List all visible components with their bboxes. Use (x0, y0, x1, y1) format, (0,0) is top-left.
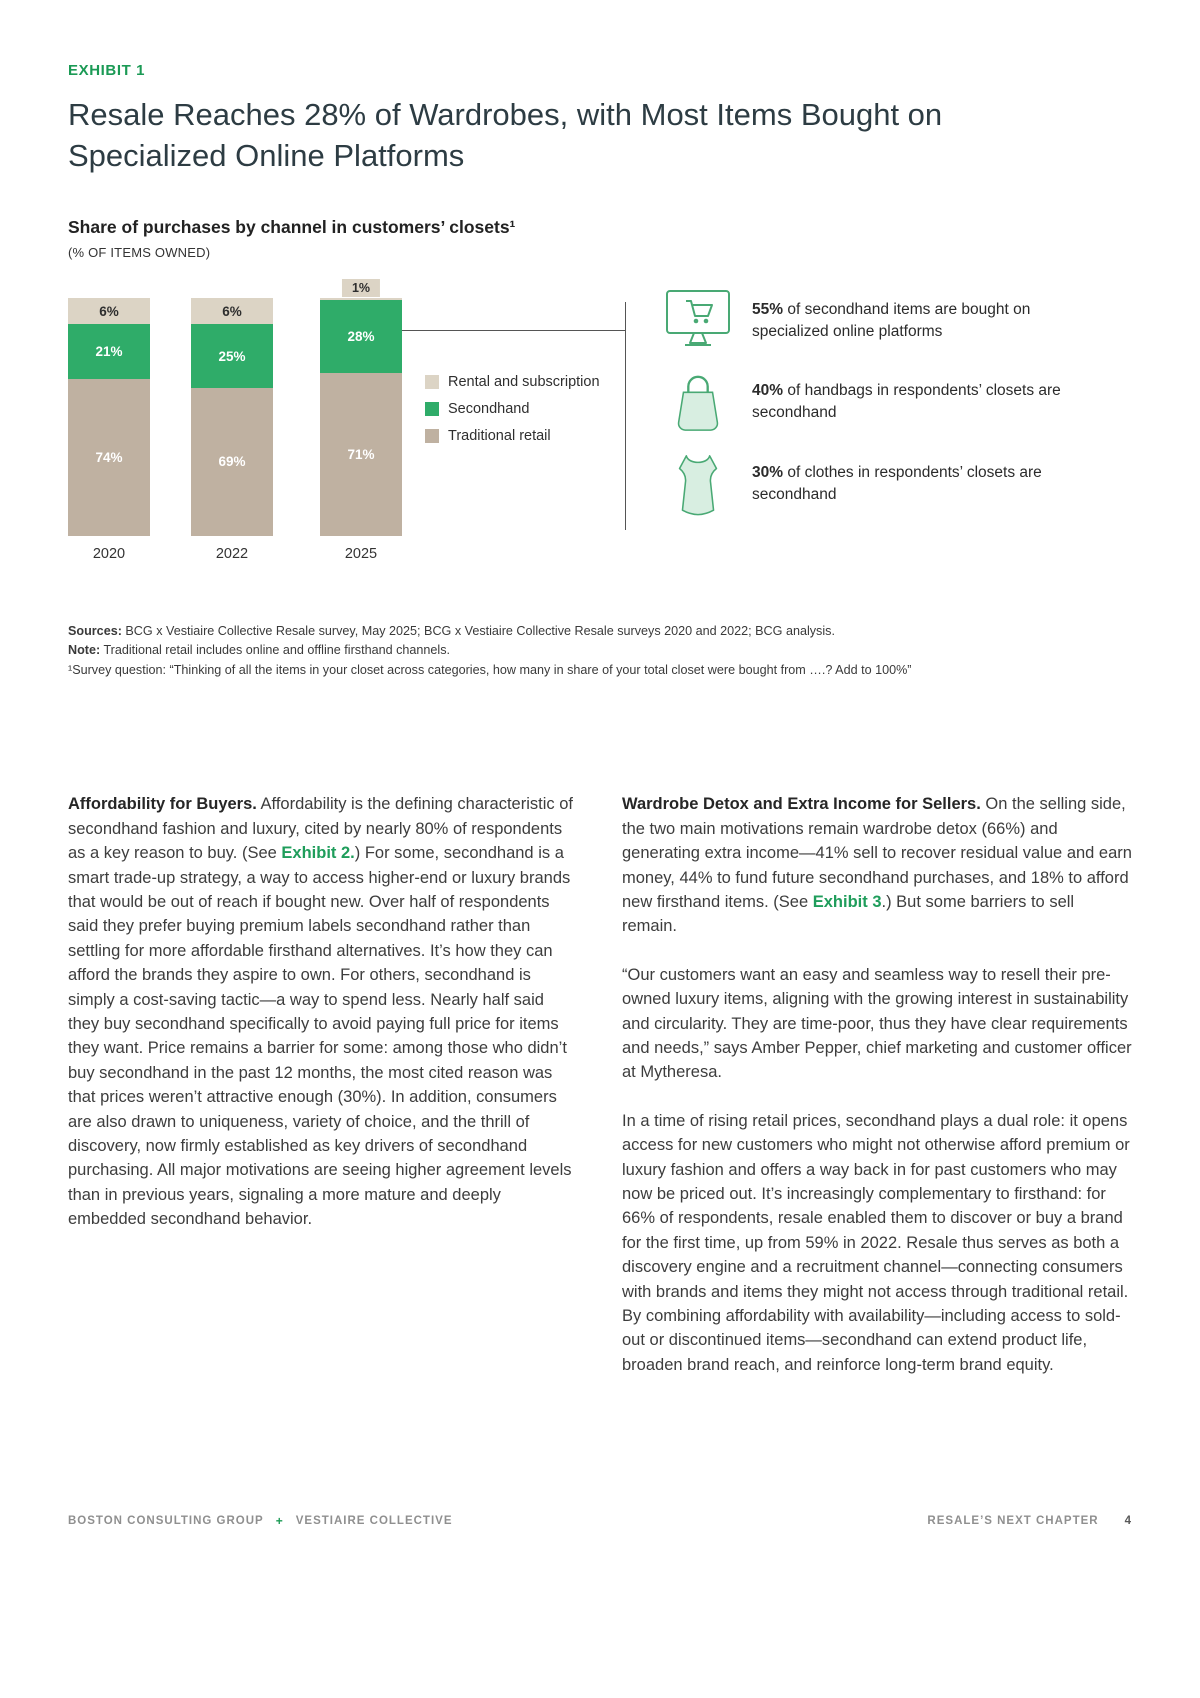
stacked-bar-chart: 6% 21% 74% 2020 6% 25% 69% 2022 1% 28% 7… (68, 278, 1132, 588)
sources-label: Sources: (68, 623, 122, 638)
plus-separator-icon: + (275, 1514, 284, 1528)
bar-stack: 1% 28% 71% (320, 278, 402, 536)
segment-value-label: 74% (95, 450, 123, 466)
paragraph-lead: Affordability for Buyers. (68, 795, 257, 814)
footnote-line: ¹Survey question: “Thinking of all the i… (68, 662, 912, 677)
legend-swatch-secondhand (425, 401, 439, 416)
connector-horizontal-line (402, 329, 625, 331)
paragraph-lead: Wardrobe Detox and Extra Income for Sell… (622, 795, 981, 814)
chart-heading: Share of purchases by channel in custome… (68, 216, 516, 237)
segment-rental: 6% (191, 297, 273, 325)
page-number: 4 (1124, 1515, 1132, 1527)
segment-rental: 6% (68, 297, 150, 325)
note-text: Traditional retail includes online and o… (100, 643, 451, 658)
segment-value-label: 25% (218, 348, 246, 364)
segment-secondhand: 28% (320, 299, 402, 374)
footer-report-title: RESALE’S NEXT CHAPTER (927, 1515, 1099, 1527)
right-column: Wardrobe Detox and Extra Income for Sell… (622, 792, 1132, 1401)
x-axis-label: 2022 (215, 545, 249, 562)
footer-org-2: VESTIAIRE COLLECTIVE (295, 1515, 453, 1527)
monitor-cart-icon (654, 288, 742, 354)
left-column: Affordability for Buyers. Affordability … (68, 792, 578, 1401)
segment-value-label: 28% (347, 329, 375, 344)
stat-text: 40% of handbags in respondents’ closets … (752, 380, 1062, 424)
stat-text: 30% of clothes in respondents’ closets a… (752, 462, 1062, 506)
dress-icon (654, 450, 742, 518)
paragraph-text: On the selling side, the two main motiva… (622, 795, 1132, 911)
sources-line: Sources: BCG x Vestiaire Collective Resa… (68, 622, 1132, 642)
paragraph: Wardrobe Detox and Extra Income for Sell… (622, 792, 1132, 938)
legend-item-rental: Rental and subscription (425, 374, 600, 390)
chart-subheading: (% OF ITEMS OWNED) (68, 244, 211, 260)
segment-secondhand: 21% (68, 324, 150, 380)
legend-label: Traditional retail (448, 427, 551, 444)
page-title: Resale Reaches 28% of Wardrobes, with Mo… (68, 97, 943, 173)
note-line: Note: Traditional retail includes online… (68, 641, 1132, 661)
segment-traditional: 71% (320, 373, 402, 536)
paragraph: “Our customers want an easy and seamless… (622, 965, 1132, 1082)
note-label: Note: (68, 643, 101, 658)
stat-value: 30% (752, 463, 784, 481)
paragraph: Affordability for Buyers. Affordability … (68, 792, 578, 1231)
segment-value-label: 6% (99, 303, 119, 319)
stat-text: 55% of secondhand items are bought on sp… (752, 299, 1062, 343)
sources-text: BCG x Vestiaire Collective Resale survey… (121, 623, 835, 638)
handbag-icon (654, 368, 742, 436)
stat-handbags: 40% of handbags in respondents’ closets … (654, 368, 1084, 436)
paragraph-text: ) For some, secondhand is a smart trade-… (68, 844, 572, 1229)
segment-value-label: 6% (222, 303, 242, 319)
paragraph-text: Affordability is the defining characteri… (68, 795, 573, 863)
bar-stack: 6% 25% 69% (191, 297, 273, 536)
footer-org-1: BOSTON CONSULTING GROUP (68, 1515, 264, 1527)
stat-value: 55% (752, 300, 784, 318)
segment-value-label: 71% (347, 446, 375, 462)
segment-secondhand: 25% (191, 324, 273, 388)
chart-legend: Rental and subscription Secondhand Tradi… (425, 374, 600, 455)
segment-traditional: 69% (191, 387, 273, 536)
connector-vertical-line (625, 301, 626, 530)
legend-swatch-rental (425, 374, 439, 389)
sources-block: Sources: BCG x Vestiaire Collective Resa… (68, 622, 1132, 681)
footer-right: RESALE’S NEXT CHAPTER 4 (927, 1515, 1132, 1527)
legend-item-secondhand: Secondhand (425, 401, 600, 417)
exhibit-label: EXHIBIT 1 (68, 62, 146, 79)
stat-online-platforms: 55% of secondhand items are bought on sp… (654, 288, 1084, 354)
legend-label: Rental and subscription (448, 373, 600, 390)
segment-value-label-above: 1% (341, 278, 381, 297)
stat-description: of secondhand items are bought on specia… (752, 300, 1031, 340)
legend-item-traditional: Traditional retail (425, 428, 600, 444)
body-columns: Affordability for Buyers. Affordability … (68, 792, 1132, 1401)
footer-left: BOSTON CONSULTING GROUP + VESTIAIRE COLL… (68, 1514, 453, 1528)
stat-description: of clothes in respondents’ closets are s… (752, 463, 1042, 503)
bar-stack: 6% 21% 74% (68, 297, 150, 536)
legend-swatch-traditional (425, 428, 439, 443)
x-axis-label: 2020 (92, 545, 126, 562)
stat-clothes: 30% of clothes in respondents’ closets a… (654, 450, 1084, 518)
paragraph-text: .) But some barriers to sell remain. (622, 892, 1075, 936)
exhibit-2-link[interactable]: Exhibit 2. (281, 844, 355, 863)
stats-panel: 55% of secondhand items are bought on sp… (654, 288, 1084, 532)
page-footer: BOSTON CONSULTING GROUP + VESTIAIRE COLL… (68, 1514, 1132, 1528)
x-axis-label: 2025 (344, 545, 378, 562)
paragraph: In a time of rising retail prices, secon… (622, 1111, 1130, 1374)
segment-traditional: 74% (68, 379, 150, 536)
stat-description: of handbags in respondents’ closets are … (752, 381, 1061, 421)
exhibit-3-link[interactable]: Exhibit 3 (812, 892, 882, 911)
segment-value-label: 21% (95, 344, 123, 360)
segment-rental (320, 297, 402, 300)
segment-value-label: 69% (218, 454, 246, 470)
stat-value: 40% (752, 381, 784, 399)
legend-label: Secondhand (448, 400, 530, 417)
